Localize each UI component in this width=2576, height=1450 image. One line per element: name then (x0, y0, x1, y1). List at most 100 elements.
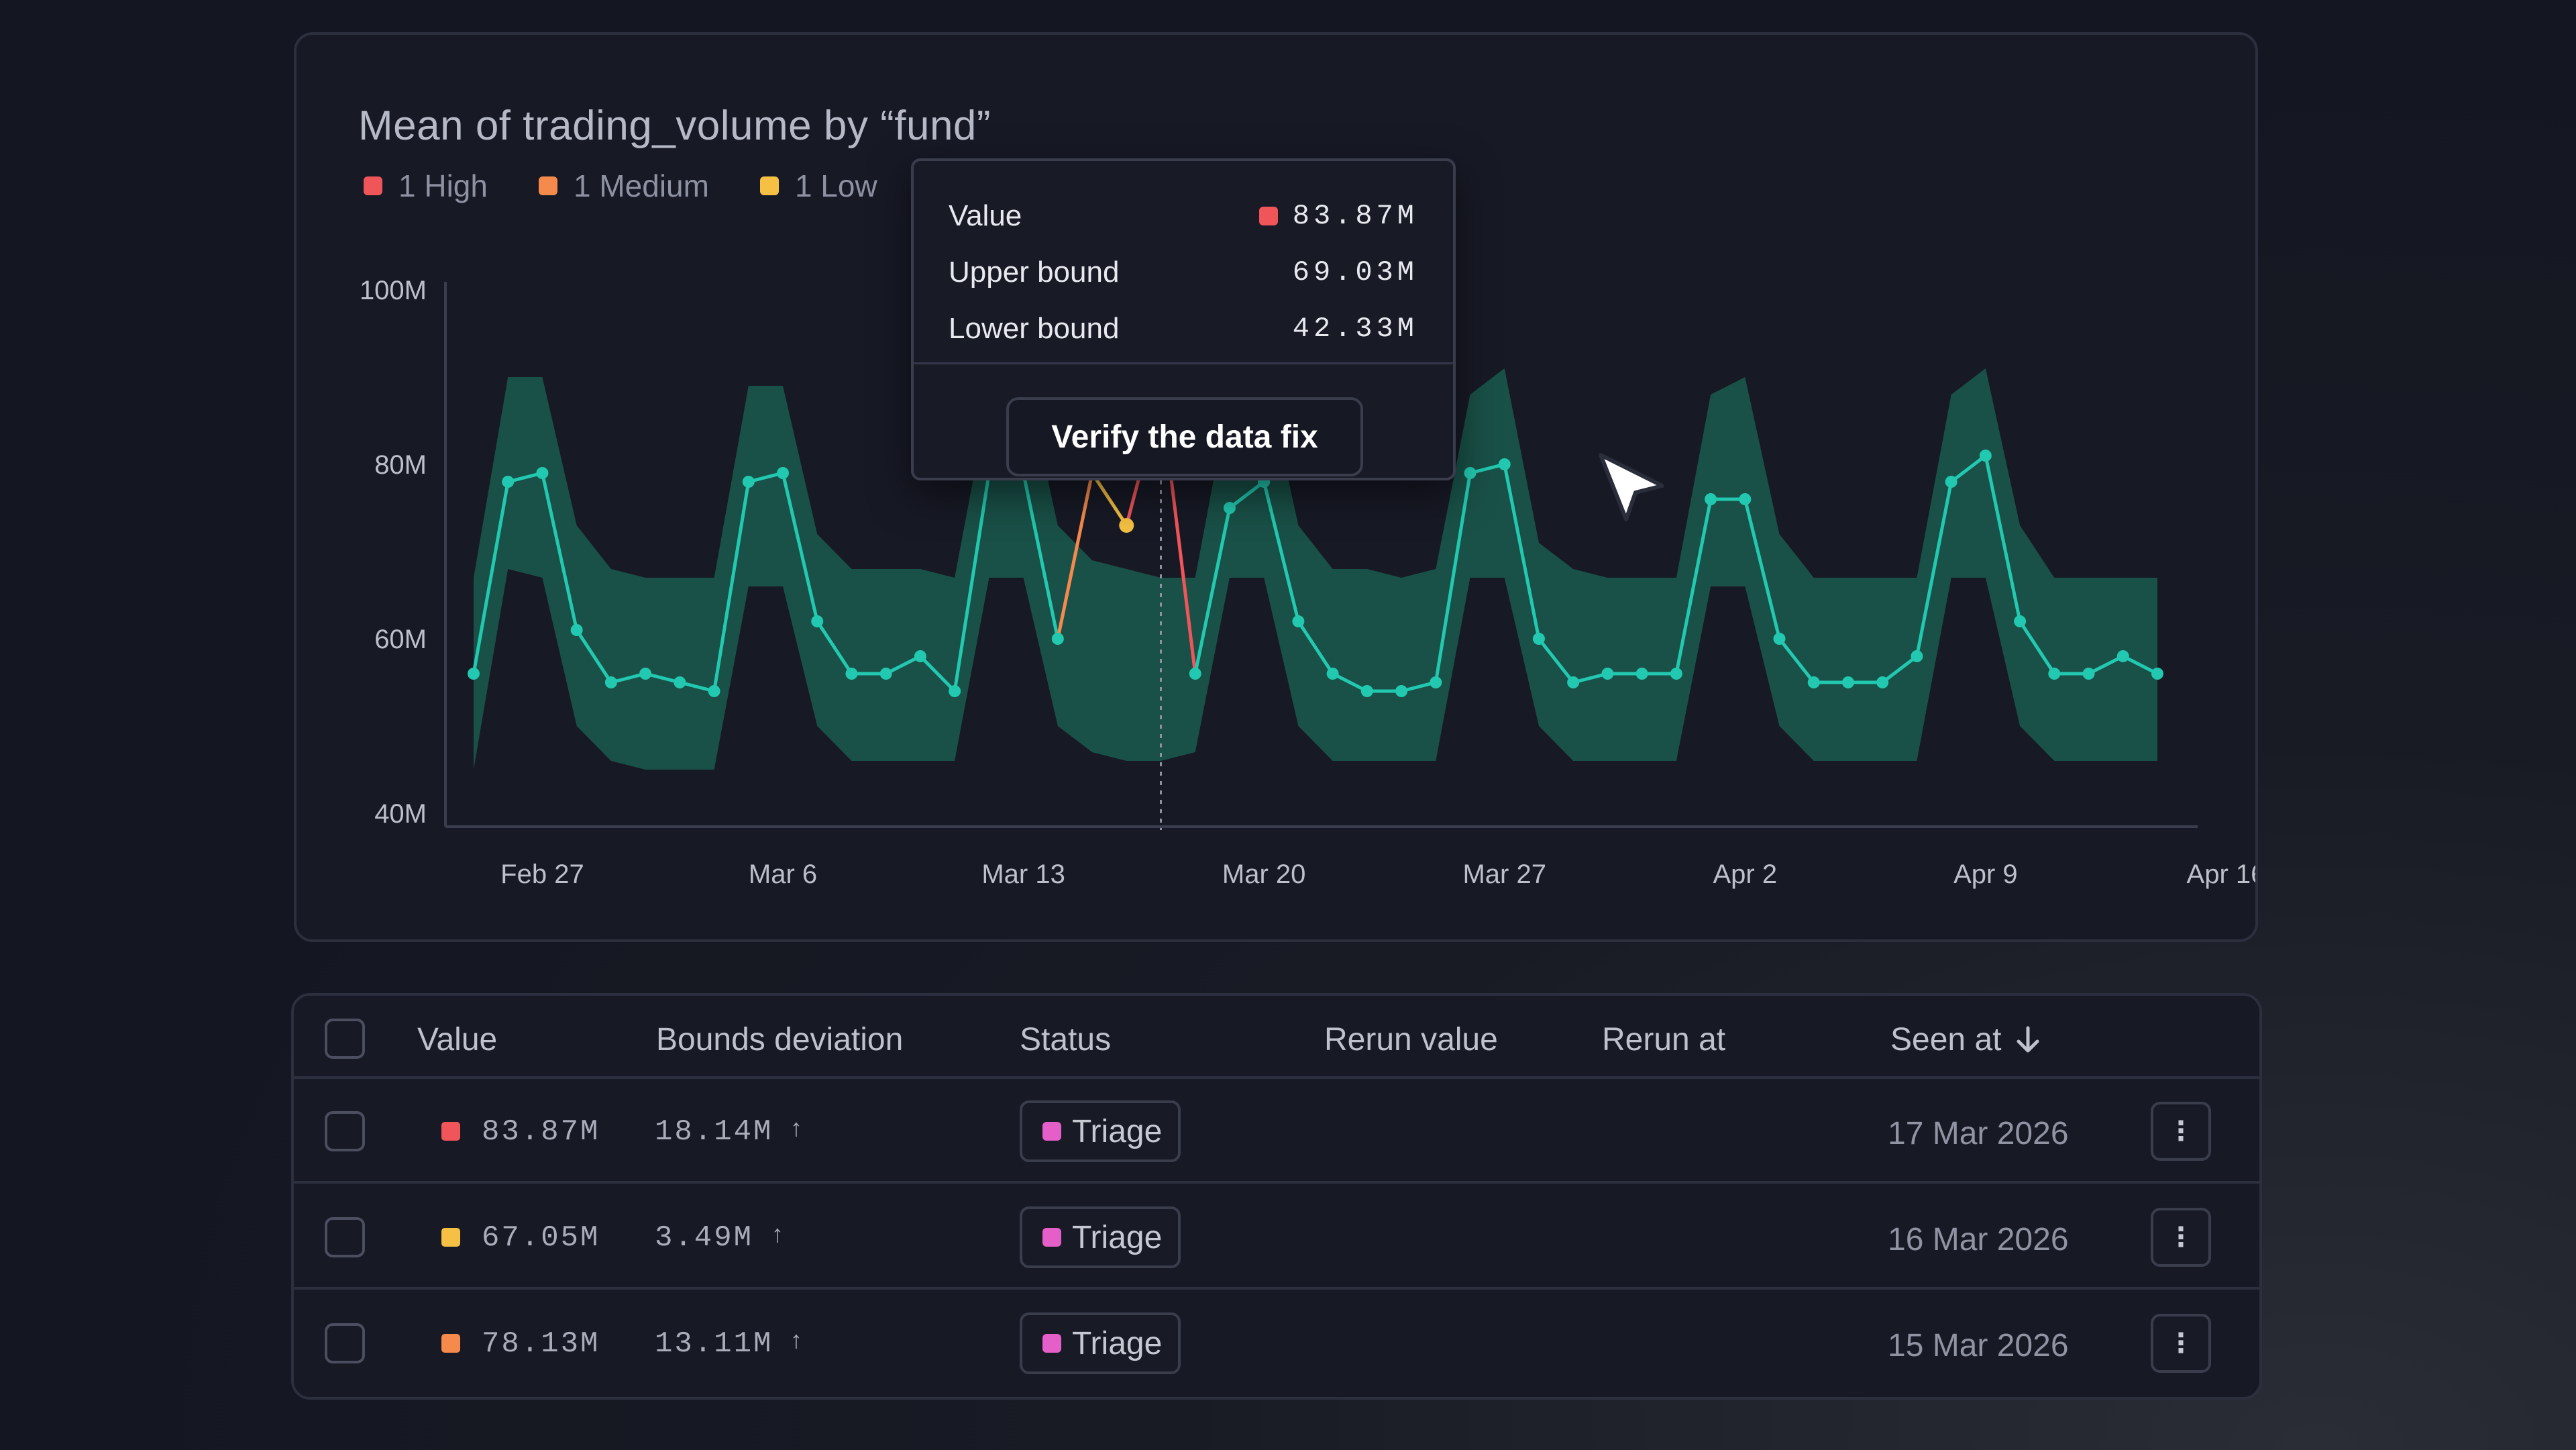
data-point[interactable] (1360, 685, 1373, 697)
x-tick-label: Mar 20 (1222, 860, 1306, 889)
tooltip-value-row: Value 83.87M (949, 196, 1418, 236)
data-point[interactable] (949, 685, 961, 697)
status-badge[interactable]: Triage (1020, 1100, 1181, 1162)
data-point[interactable] (536, 467, 549, 479)
legend-label-high: 1 High (398, 168, 488, 203)
data-point[interactable] (1841, 676, 1854, 688)
data-point[interactable] (914, 650, 926, 662)
data-point[interactable] (2048, 668, 2061, 680)
status-label: Triage (1072, 1219, 1163, 1255)
column-header-value[interactable]: Value (417, 1022, 498, 1057)
y-tick-label: 80M (374, 450, 427, 480)
anomaly-point[interactable] (1119, 518, 1134, 533)
data-point[interactable] (777, 467, 790, 479)
row-seen-at: 16 Mar 2026 (1888, 1222, 2069, 1257)
data-point[interactable] (1876, 676, 1889, 688)
verify-data-fix-button[interactable]: Verify the data fix (1006, 397, 1363, 476)
mouse-pointer-icon (1599, 453, 1664, 521)
row-checkbox[interactable] (325, 1217, 365, 1257)
data-point[interactable] (1807, 676, 1820, 688)
legend-label-medium: 1 Medium (573, 168, 709, 203)
column-header-status[interactable]: Status (1020, 1022, 1112, 1057)
data-point[interactable] (1705, 493, 1717, 505)
legend-item-high[interactable]: 1 High (364, 168, 488, 204)
y-tick-label: 60M (374, 625, 427, 654)
severity-dot-icon (441, 1334, 460, 1353)
tooltip-value-cell: 83.87M (1258, 200, 1418, 232)
data-point[interactable] (674, 676, 686, 688)
x-tick-label: Mar 27 (1462, 860, 1546, 889)
data-point[interactable] (1326, 668, 1339, 680)
data-point[interactable] (811, 615, 824, 627)
tooltip-divider (914, 362, 1453, 364)
select-all-checkbox[interactable] (325, 1019, 365, 1059)
line-segment (918, 654, 957, 693)
data-point[interactable] (1635, 668, 1648, 680)
data-point[interactable] (2151, 668, 2163, 680)
line-segment (1743, 497, 1782, 641)
data-point[interactable] (1189, 668, 1201, 680)
row-actions-menu-icon[interactable]: ⋮ (2151, 1102, 2211, 1161)
data-point[interactable] (1051, 633, 1064, 645)
data-point[interactable] (742, 476, 755, 488)
chart-axes (444, 282, 2198, 828)
data-point[interactable] (1773, 633, 1786, 645)
column-header-seen-at[interactable]: Seen at (1890, 1021, 2041, 1058)
data-point[interactable] (639, 668, 652, 680)
data-point[interactable] (1532, 633, 1545, 645)
tooltip-upper-value: 69.03M (1292, 256, 1418, 289)
data-point[interactable] (1911, 650, 1923, 662)
data-point[interactable] (2014, 615, 2027, 627)
data-point[interactable] (1223, 502, 1236, 514)
row-divider (294, 1287, 2259, 1290)
column-header-rerun-at[interactable]: Rerun at (1602, 1022, 1726, 1057)
data-point[interactable] (1945, 476, 1957, 488)
line-segment (1262, 480, 1300, 623)
data-point[interactable] (1601, 668, 1614, 680)
data-point[interactable] (604, 676, 617, 688)
line-segment (781, 471, 819, 623)
data-point[interactable] (708, 685, 720, 697)
line-segment (1778, 637, 1816, 684)
data-point[interactable] (502, 476, 515, 488)
data-point[interactable] (1464, 467, 1477, 479)
status-dot-icon (1042, 1334, 1061, 1353)
row-checkbox[interactable] (325, 1111, 365, 1151)
status-badge[interactable]: Triage (1020, 1312, 1181, 1374)
row-checkbox[interactable] (325, 1323, 365, 1363)
data-point[interactable] (2116, 650, 2129, 662)
data-point[interactable] (845, 668, 858, 680)
column-header-bounds-deviation[interactable]: Bounds deviation (656, 1022, 904, 1057)
line-segment (1915, 480, 1953, 658)
data-point[interactable] (1395, 685, 1408, 697)
status-badge[interactable]: Triage (1020, 1206, 1181, 1268)
column-header-rerun-value[interactable]: Rerun value (1324, 1022, 1498, 1057)
data-point[interactable] (879, 668, 892, 680)
row-actions-menu-icon[interactable]: ⋮ (2151, 1208, 2211, 1267)
severity-dot-icon (1258, 207, 1278, 225)
data-point[interactable] (2082, 668, 2095, 680)
row-actions-menu-icon[interactable]: ⋮ (2151, 1314, 2211, 1373)
legend-item-medium[interactable]: 1 Medium (538, 168, 709, 204)
header-divider (294, 1076, 2259, 1079)
data-point[interactable] (1979, 450, 1992, 462)
line-segment (1880, 654, 1919, 684)
line-segment (1949, 454, 1988, 484)
line-segment (953, 471, 991, 693)
arrow-up-icon: ↑ (771, 1220, 784, 1247)
chart-title: Mean of trading_volume by “fund” (358, 103, 991, 149)
data-point[interactable] (1739, 493, 1752, 505)
data-point[interactable] (1670, 668, 1682, 680)
chart-plot[interactable]: 100M 80M 60M 40M Feb 27 Mar 6 Mar 13 Mar 20 Mar… (297, 35, 2255, 939)
status-dot-icon (1042, 1228, 1061, 1247)
data-point[interactable] (1292, 615, 1305, 627)
data-point[interactable] (570, 624, 583, 636)
data-point[interactable] (1498, 458, 1511, 470)
legend-item-low[interactable]: 1 Low (759, 168, 877, 204)
line-segment (1090, 471, 1128, 527)
x-tick-label: Apr 2 (1713, 860, 1778, 889)
data-point[interactable] (1567, 676, 1580, 688)
data-point[interactable] (1430, 676, 1442, 688)
data-point[interactable] (468, 668, 480, 680)
arrow-down-icon (2017, 1026, 2039, 1052)
